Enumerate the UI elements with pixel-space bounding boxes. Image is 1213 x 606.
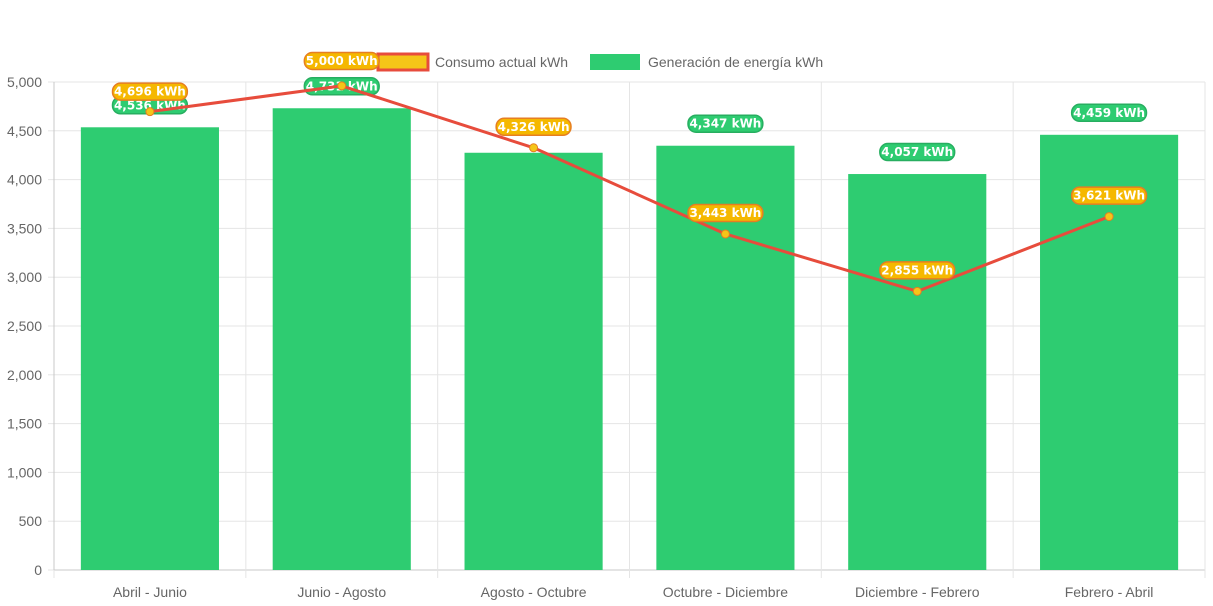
line-point[interactable] [912, 286, 922, 296]
legend-swatch-consumption[interactable] [376, 52, 430, 72]
line-point[interactable] [529, 143, 539, 153]
line-value-label-bg [111, 82, 189, 101]
y-tick-label: 2,500 [7, 318, 42, 334]
y-tick-label: 500 [19, 513, 43, 529]
bar[interactable] [1040, 134, 1179, 570]
line-value-label: 5,000 kWh [306, 54, 378, 68]
y-tick-label: 4,500 [7, 123, 42, 139]
x-tick-label: Agosto - Octubre [481, 584, 587, 600]
line-point[interactable] [145, 107, 155, 117]
line-value-label: 3,621 kWh [1073, 189, 1145, 203]
line-value-label: 2,855 kWh [881, 263, 953, 277]
y-tick-label: 1,000 [7, 464, 42, 480]
line-value-label-bg [303, 51, 380, 71]
bar-value-label-bg [879, 142, 956, 162]
y-tick-label: 5,000 [7, 74, 42, 90]
bar[interactable] [80, 127, 219, 570]
bar-value-label: 4,347 kWh [689, 117, 761, 131]
line-point[interactable] [1104, 212, 1114, 222]
bar[interactable] [464, 152, 603, 570]
line-value-label: 4,696 kWh [114, 85, 186, 99]
x-tick-label: Junio - Agosto [297, 584, 386, 600]
legend-label-consumption[interactable]: Consumo actual kWh [435, 54, 568, 70]
line-value-label-bg [495, 117, 572, 137]
line-value-label: 4,326 kWh [498, 120, 570, 134]
legend-swatch-generation[interactable] [590, 54, 640, 70]
x-tick-label: Octubre - Diciembre [663, 584, 788, 600]
line-value-label-bg [879, 261, 956, 280]
y-tick-label: 3,000 [7, 269, 42, 285]
bar-value-label-bg [1070, 103, 1148, 123]
y-tick-label: 4,000 [7, 172, 42, 188]
bar[interactable] [848, 174, 987, 570]
line-point[interactable] [337, 81, 347, 91]
legend-label-generation[interactable]: Generación de energía kWh [648, 54, 823, 70]
y-tick-label: 1,500 [7, 416, 42, 432]
y-tick-label: 0 [34, 562, 42, 578]
line-value-label: 3,443 kWh [689, 206, 761, 220]
bar[interactable] [272, 108, 411, 571]
line-value-label-bg [1070, 186, 1148, 205]
y-tick-label: 3,500 [7, 220, 42, 236]
bar-value-label: 4,057 kWh [881, 145, 953, 159]
x-tick-label: Abril - Junio [113, 584, 187, 600]
x-tick-label: Febrero - Abril [1065, 584, 1154, 600]
y-tick-label: 2,000 [7, 367, 42, 383]
x-tick-label: Diciembre - Febrero [855, 584, 980, 600]
bar-value-label-bg [687, 114, 764, 133]
bar-value-label: 4,459 kWh [1073, 106, 1145, 120]
line-value-label-bg [687, 203, 764, 223]
line-point[interactable] [720, 229, 730, 239]
